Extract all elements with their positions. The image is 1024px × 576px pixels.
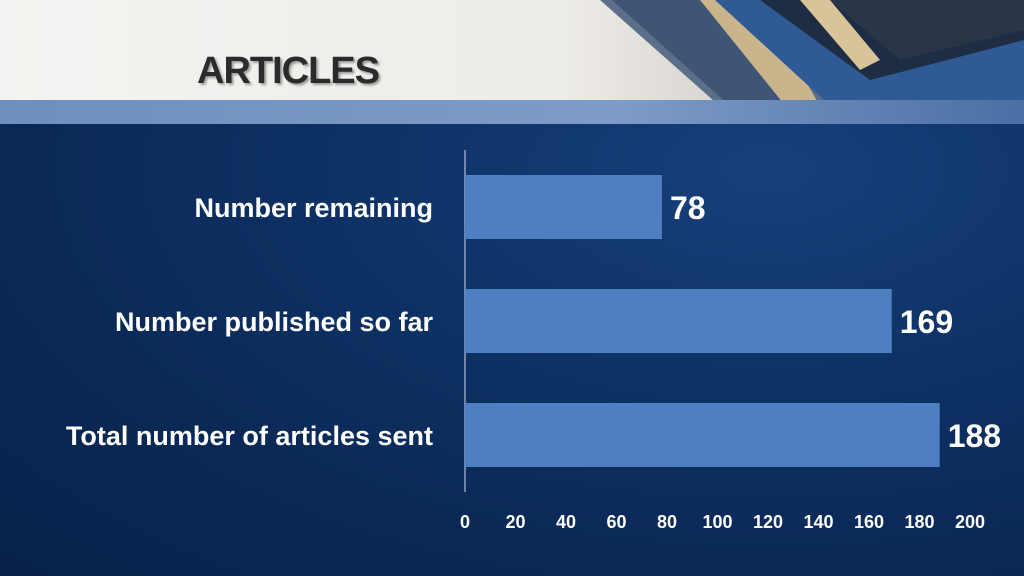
bar-total-number-of-articles-sent — [465, 403, 940, 467]
x-tick-label: 120 — [753, 512, 783, 532]
x-tick-label: 20 — [505, 512, 525, 532]
category-label: Total number of articles sent — [66, 421, 433, 451]
x-tick-label: 160 — [854, 512, 884, 532]
x-tick-label: 200 — [955, 512, 985, 532]
slide-title: ARTICLES — [197, 50, 380, 92]
x-tick-label: 80 — [657, 512, 677, 532]
x-tick-label: 100 — [702, 512, 732, 532]
category-label: Number published so far — [115, 307, 434, 337]
x-tick-label: 0 — [460, 512, 470, 532]
x-tick-label: 140 — [803, 512, 833, 532]
x-tick-label: 60 — [606, 512, 626, 532]
data-label: 78 — [670, 190, 706, 226]
x-tick-label: 40 — [556, 512, 576, 532]
header-stripe — [0, 100, 1024, 124]
data-label: 169 — [900, 304, 953, 340]
header-band — [0, 0, 1024, 124]
data-label: 188 — [948, 418, 1001, 454]
bar-number-published-so-far — [465, 289, 892, 353]
bar-number-remaining — [465, 175, 662, 239]
category-label: Number remaining — [194, 193, 433, 223]
x-tick-label: 180 — [904, 512, 934, 532]
book-stack-image — [600, 0, 1024, 124]
